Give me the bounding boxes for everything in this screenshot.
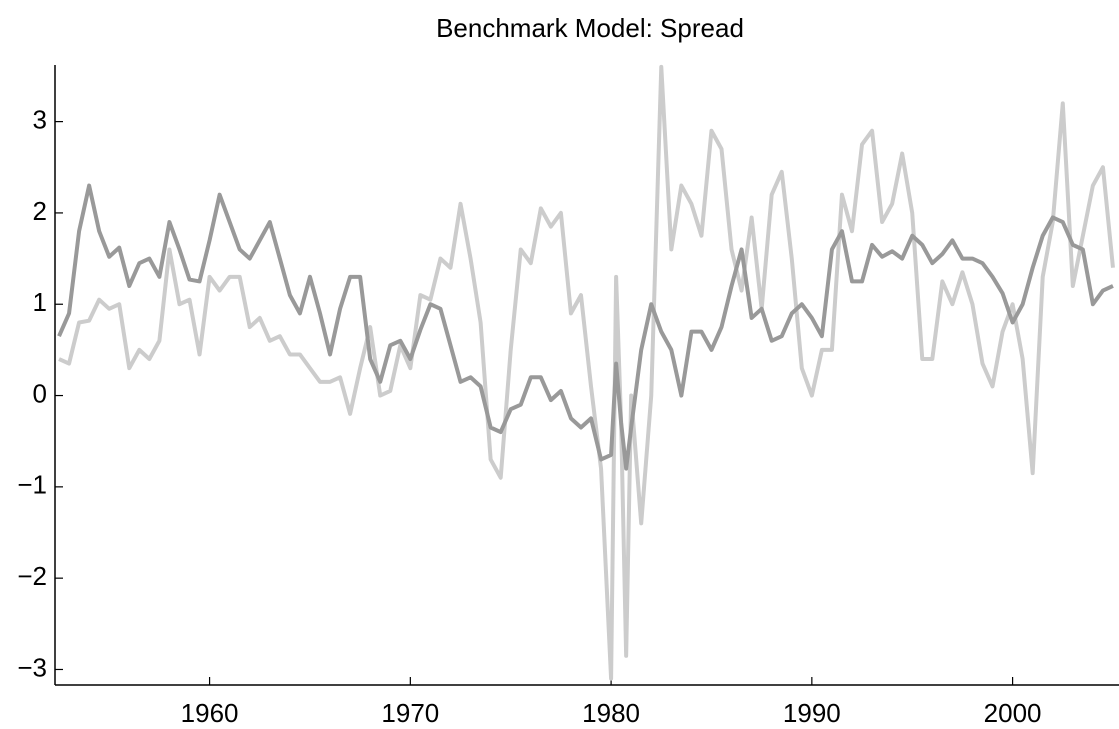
y-tick-label: 0: [33, 378, 47, 408]
x-tick-label: 1960: [181, 698, 239, 728]
y-tick-label: 2: [33, 196, 47, 226]
y-tick-label: −1: [17, 470, 47, 500]
x-tick-label: 2000: [984, 698, 1042, 728]
y-tick-label: 1: [33, 287, 47, 317]
x-tick-label: 1970: [381, 698, 439, 728]
x-tick-label: 1980: [582, 698, 640, 728]
y-tick-label: −2: [17, 561, 47, 591]
chart-title: Benchmark Model: Spread: [436, 13, 744, 43]
y-tick-label: −3: [17, 652, 47, 682]
y-tick-label: 3: [33, 104, 47, 134]
series-line: [57, 183, 1114, 471]
series-line: [58, 64, 1115, 681]
x-tick-label: 1990: [783, 698, 841, 728]
